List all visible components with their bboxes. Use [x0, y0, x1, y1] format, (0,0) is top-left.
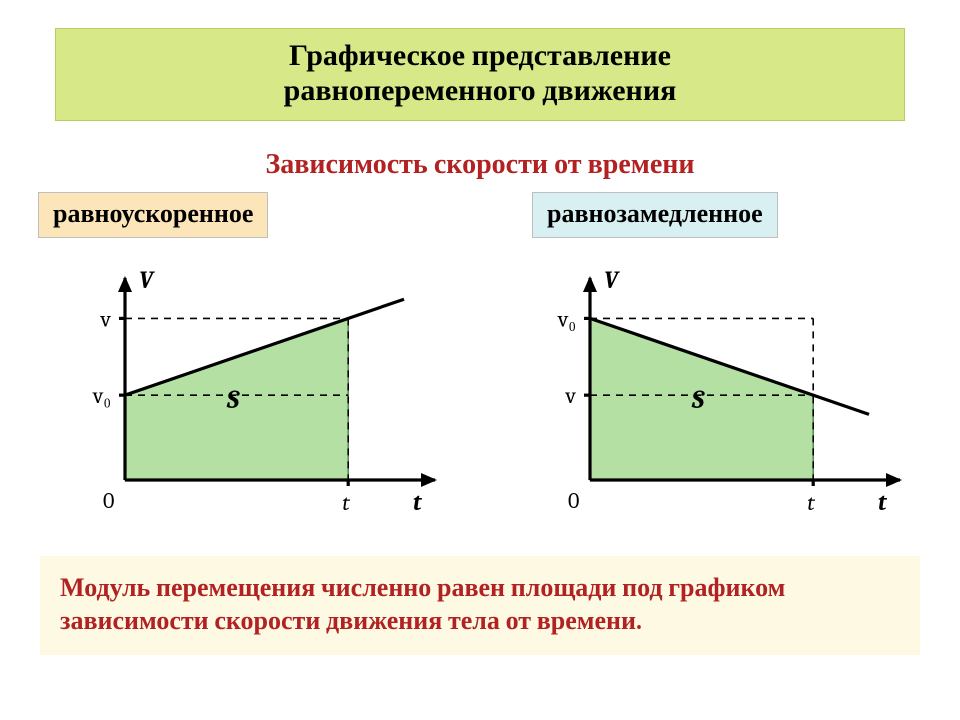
- svg-text:t: t: [413, 488, 423, 516]
- svg-text:0: 0: [568, 488, 579, 514]
- label-accelerated: равноускоренное: [38, 192, 268, 238]
- graph-accelerated: Vt 0 v v₀ t S: [55, 260, 455, 520]
- graph-decelerated-svg: Vt 0 v₀ v t S: [520, 260, 920, 520]
- svg-text:v: v: [565, 383, 577, 409]
- svg-text:V: V: [604, 266, 620, 294]
- svg-text:S: S: [226, 385, 241, 415]
- title-line1: Графическое представление: [76, 39, 884, 74]
- svg-text:t: t: [878, 488, 888, 516]
- svg-text:0: 0: [103, 488, 114, 514]
- svg-text:v: v: [100, 306, 112, 332]
- graph-decelerated: Vt 0 v₀ v t S: [520, 260, 920, 520]
- title-line2: равнопеременного движения: [76, 74, 884, 109]
- label-decelerated: равнозамедленное: [532, 192, 778, 238]
- svg-text:v₀: v₀: [92, 383, 111, 409]
- title-box: Графическое представление равнопеременно…: [55, 28, 905, 121]
- bottom-statement: Модуль перемещения численно равен площад…: [40, 556, 920, 655]
- graph-accelerated-svg: Vt 0 v v₀ t S: [55, 260, 455, 520]
- subtitle-text: Зависимость скорости от времени: [0, 148, 960, 181]
- svg-text:S: S: [691, 385, 706, 415]
- svg-text:v₀: v₀: [557, 306, 576, 332]
- svg-text:V: V: [139, 266, 155, 294]
- svg-text:t: t: [807, 490, 815, 516]
- slide-stage: Графическое представление равнопеременно…: [0, 0, 960, 720]
- svg-text:t: t: [342, 490, 350, 516]
